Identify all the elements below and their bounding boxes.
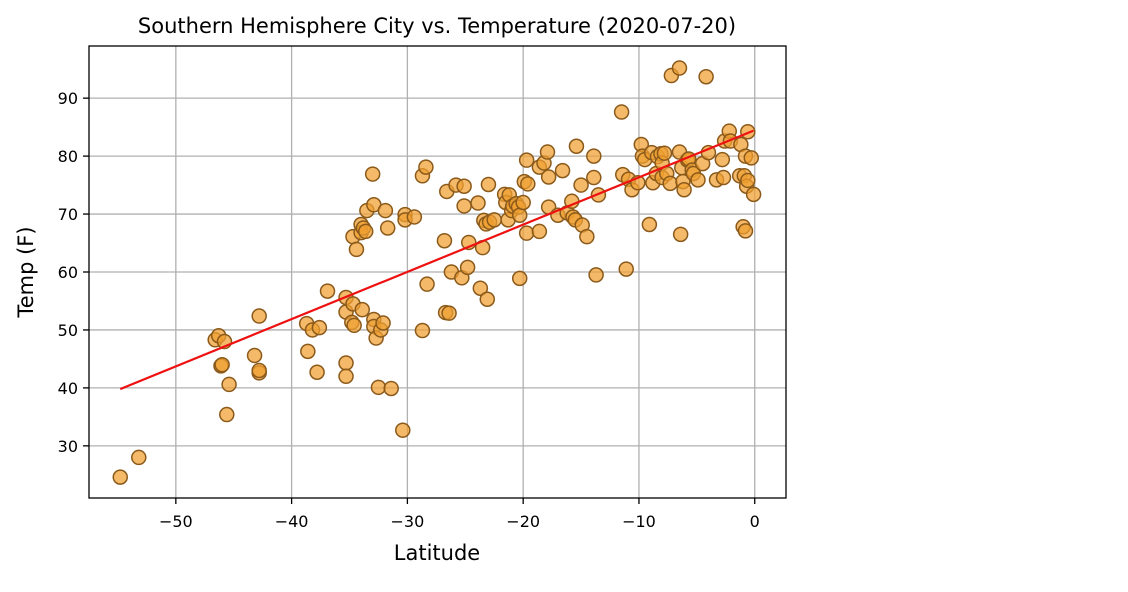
data-point <box>586 169 602 186</box>
data-point <box>406 209 423 225</box>
data-point <box>745 186 762 203</box>
y-tick-label: 60 <box>58 263 78 282</box>
data-point <box>377 202 394 219</box>
data-point <box>414 322 431 339</box>
y-tick-label: 90 <box>58 89 78 108</box>
data-point <box>613 104 630 120</box>
data-point <box>568 138 585 155</box>
y-tick-label: 40 <box>58 379 78 398</box>
data-point <box>662 175 678 192</box>
data-point <box>698 68 714 85</box>
data-point <box>511 270 528 287</box>
data-point <box>472 280 489 296</box>
data-point <box>714 151 731 168</box>
y-tick-label: 70 <box>58 205 78 224</box>
data-point <box>656 145 673 161</box>
data-point <box>480 176 497 193</box>
data-point <box>383 380 399 397</box>
y-axis-label: Temp (F) <box>14 226 38 318</box>
data-point <box>690 172 706 188</box>
data-point <box>671 60 688 76</box>
data-point <box>348 241 365 258</box>
data-point <box>740 172 756 189</box>
x-tick-label: −30 <box>391 512 425 531</box>
data-point <box>520 176 536 192</box>
data-point <box>540 169 557 185</box>
data-point <box>219 406 235 423</box>
x-tick-label: −20 <box>506 512 540 531</box>
regression-layer <box>119 129 754 391</box>
data-point <box>586 148 602 164</box>
data-point <box>588 267 604 283</box>
chart-title: Southern Hemisphere City vs. Temperature… <box>138 14 736 38</box>
data-point <box>309 364 325 381</box>
x-tick-label: −10 <box>622 512 656 531</box>
data-point <box>364 166 381 182</box>
x-tick-label: −40 <box>275 512 309 531</box>
x-tick-label: −50 <box>159 512 193 531</box>
data-point <box>251 308 267 324</box>
data-point <box>221 376 237 393</box>
data-point <box>573 177 589 193</box>
data-point <box>715 169 732 186</box>
data-point <box>251 362 267 379</box>
data-point <box>743 150 760 166</box>
data-point <box>112 469 129 485</box>
data-point <box>338 355 354 371</box>
data-point <box>319 283 336 299</box>
data-point <box>346 317 362 334</box>
data-point <box>311 319 328 336</box>
data-point <box>459 259 476 276</box>
grid-lines <box>89 46 786 498</box>
data-point <box>641 216 658 233</box>
data-point <box>131 449 147 466</box>
data-point <box>419 276 435 292</box>
data-point <box>418 159 434 175</box>
y-axis-ticks: 30 40 50 60 70 80 90 <box>58 89 89 456</box>
x-axis-ticks: −50 −40 −30 −20 −10 0 <box>159 498 760 531</box>
regression-line <box>119 129 754 391</box>
data-points <box>112 60 762 485</box>
data-point <box>515 194 531 211</box>
data-point <box>479 291 496 307</box>
data-point <box>486 212 502 228</box>
data-point <box>379 220 396 236</box>
data-point <box>531 223 548 240</box>
data-point <box>672 226 689 243</box>
x-tick-label: 0 <box>750 512 760 531</box>
y-tick-label: 30 <box>58 437 78 456</box>
data-point <box>395 422 411 438</box>
data-point <box>375 315 391 331</box>
data-point <box>676 181 692 198</box>
data-point <box>214 356 230 373</box>
y-tick-label: 50 <box>58 321 78 340</box>
data-point <box>554 162 571 179</box>
x-axis-label: Latitude <box>394 541 480 565</box>
data-point <box>357 223 374 240</box>
data-point <box>370 379 387 396</box>
data-point <box>436 232 453 249</box>
data-point <box>246 347 263 364</box>
data-point <box>470 195 486 211</box>
data-point <box>456 178 472 194</box>
data-point <box>737 223 754 239</box>
data-point <box>579 228 595 245</box>
data-point <box>354 301 370 318</box>
data-point <box>456 198 472 214</box>
data-point <box>539 144 556 160</box>
data-point <box>518 152 535 168</box>
data-point <box>511 207 528 223</box>
data-point <box>618 261 634 277</box>
data-point <box>518 225 535 241</box>
data-point <box>300 343 316 360</box>
y-tick-label: 80 <box>58 147 78 166</box>
data-point <box>338 368 354 385</box>
data-point <box>441 305 457 321</box>
